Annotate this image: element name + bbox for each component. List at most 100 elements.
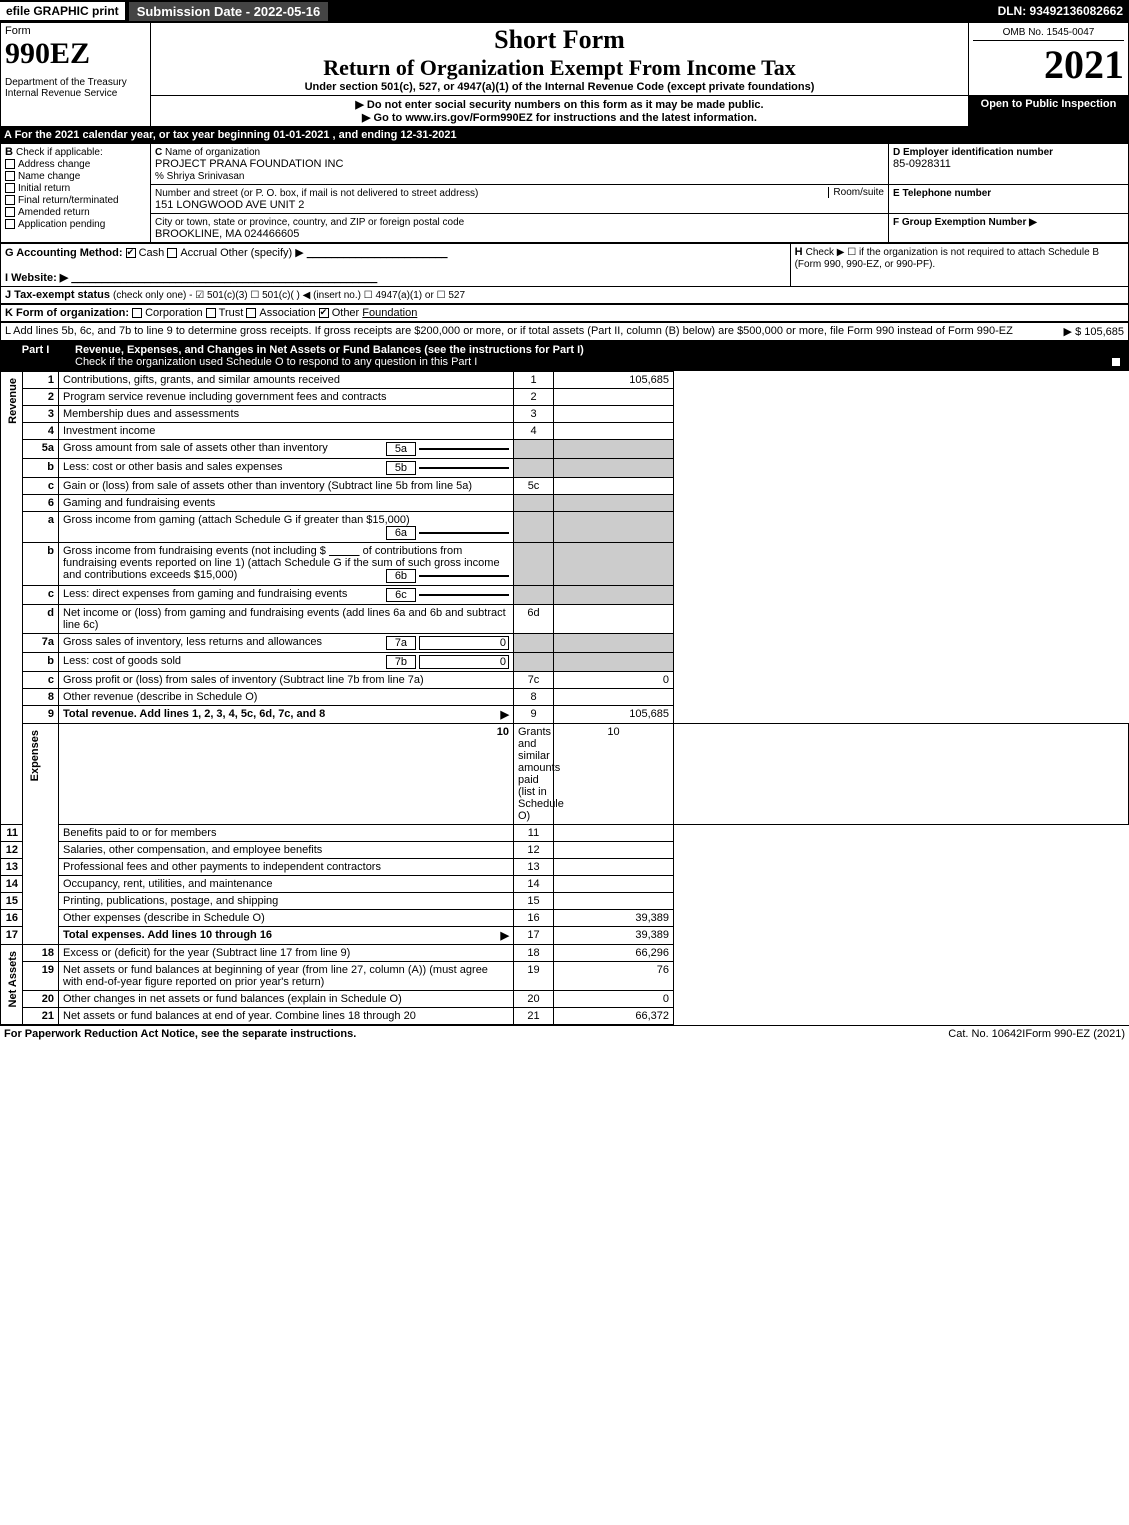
line-20-text: Other changes in net assets or fund bala… [59,991,514,1008]
section-d: D Employer identification number 85-0928… [889,144,1129,185]
footer-right: Form 990-EZ (2021) [1025,1028,1125,1040]
line-1-box: 1 [514,372,554,389]
line-15-num: 15 [1,893,23,910]
sections-b-through-f: B Check if applicable: Address change Na… [0,143,1129,243]
section-b: B Check if applicable: Address change Na… [1,144,151,243]
line-6a-cell: Gross income from gaming (attach Schedul… [59,512,514,543]
line-13-box: 13 [514,859,554,876]
care-of: % Shriya Srinivasan [155,171,244,182]
line-6c-amount-shaded [554,586,674,605]
line-2-amount [554,389,674,406]
sections-g-h-i-j: G Accounting Method: Cash Accrual Other … [0,243,1129,304]
line-5c-text: Gain or (loss) from sale of assets other… [59,478,514,495]
checkbox-trust[interactable] [206,308,216,318]
section-k: K Form of organization: Corporation Trus… [1,305,1129,322]
form-header-table: Form 990EZ Department of the Treasury In… [0,22,1129,127]
short-form-title: Short Form [155,25,964,55]
line-5b-iamt [419,467,509,469]
checkbox-initial-return[interactable] [5,183,15,193]
line-5b-amount-shaded [554,459,674,478]
line-3-box: 3 [514,406,554,423]
line-7c-num: c [23,672,59,689]
line-5b-cell: Less: cost or other basis and sales expe… [59,459,514,478]
line-6a-text: Gross income from gaming (attach Schedul… [63,514,410,526]
other-label: Other (specify) ▶ [220,247,304,259]
checkbox-accrual[interactable] [167,248,177,258]
section-e: E Telephone number [889,185,1129,214]
section-a: A For the 2021 calendar year, or tax yea… [0,127,1129,143]
section-k-label: K Form of organization: [5,307,129,319]
org-name: PROJECT PRANA FOUNDATION INC [155,158,343,170]
line-5c-box: 5c [514,478,554,495]
efile-label: efile GRAPHIC print [0,2,125,20]
room-label: Room/suite [828,187,884,198]
line-6c-box-shaded [514,586,554,605]
line-7b-box-shaded [514,653,554,672]
section-j: J Tax-exempt status (check only one) - ☑… [1,287,1129,304]
line-18-text: Excess or (deficit) for the year (Subtra… [59,945,514,962]
section-c-label: C [155,147,162,158]
line-17-num: 17 [1,927,23,945]
line-7c-box: 7c [514,672,554,689]
accrual-label: Accrual [180,247,217,259]
section-f: F Group Exemption Number ▶ [889,214,1129,243]
line-15-amount [554,893,674,910]
line-12-amount [554,842,674,859]
line-21-text: Net assets or fund balances at end of ye… [59,1008,514,1025]
line-7a-iamt: 0 [419,636,509,650]
line-6d-box: 6d [514,605,554,634]
checkbox-association[interactable] [246,308,256,318]
line-5a-amount-shaded [554,440,674,459]
line-5a-ibox: 5a [386,442,416,456]
line-1-text: Contributions, gifts, grants, and simila… [59,372,514,389]
line-6b-box-shaded [514,543,554,586]
line-11-num: 11 [1,825,23,842]
checkbox-final-return[interactable] [5,195,15,205]
line-20-amount: 0 [554,991,674,1008]
checkbox-name-change[interactable] [5,171,15,181]
line-21-num: 21 [23,1008,59,1025]
line-7a-num: 7a [23,634,59,653]
checkbox-application-pending[interactable] [5,219,15,229]
section-j-tail: (check only one) - ☑ 501(c)(3) ☐ 501(c)(… [113,290,465,301]
line-7a-box-shaded [514,634,554,653]
section-g: G Accounting Method: Cash Accrual Other … [1,244,791,287]
line-6b-iamt [419,575,509,577]
top-bar: efile GRAPHIC print Submission Date - 20… [0,0,1129,22]
checkbox-schedule-o[interactable] [1111,357,1121,367]
line-7a-cell: Gross sales of inventory, less returns a… [59,634,514,653]
open-public-box: Open to Public Inspection [969,96,1129,127]
form-number: 990EZ [5,37,146,71]
part1-check-text: Check if the organization used Schedule … [75,356,477,368]
part1-title: Revenue, Expenses, and Changes in Net As… [75,344,584,356]
line-20-box: 20 [514,991,554,1008]
line-5a-iamt [419,448,509,450]
footer-center: Cat. No. 10642I [948,1028,1025,1040]
section-j-label: J Tax-exempt status [5,289,110,301]
line-8-text: Other revenue (describe in Schedule O) [59,689,514,706]
checkbox-cash[interactable] [126,248,136,258]
section-f-label: F Group Exemption Number ▶ [893,217,1037,228]
line-5a-cell: Gross amount from sale of assets other t… [59,440,514,459]
line-21-box: 21 [514,1008,554,1025]
k-assoc: Association [259,307,315,319]
omb-label: OMB No. 1545-0047 [973,25,1124,41]
line-7b-iamt: 0 [419,655,509,669]
website-line: ________________________________________… [71,272,377,284]
line-6b-amount-shaded [554,543,674,586]
section-c-street: Number and street (or P. O. box, if mail… [151,185,889,214]
line-6c-text: Less: direct expenses from gaming and fu… [63,588,347,600]
section-b-label: B [5,146,13,158]
part1-label: Part I [1,342,71,371]
checkbox-corporation[interactable] [132,308,142,318]
line-9-num: 9 [23,706,59,724]
line-19-box: 19 [514,962,554,991]
footer: For Paperwork Reduction Act Notice, see … [0,1025,1129,1042]
line-17-text: Total expenses. Add lines 10 through 16 [63,929,272,941]
line-8-num: 8 [23,689,59,706]
line-5c-num: c [23,478,59,495]
checkbox-address-change[interactable] [5,159,15,169]
line-1-num: 1 [23,372,59,389]
checkbox-other-org[interactable] [319,308,329,318]
checkbox-amended-return[interactable] [5,207,15,217]
